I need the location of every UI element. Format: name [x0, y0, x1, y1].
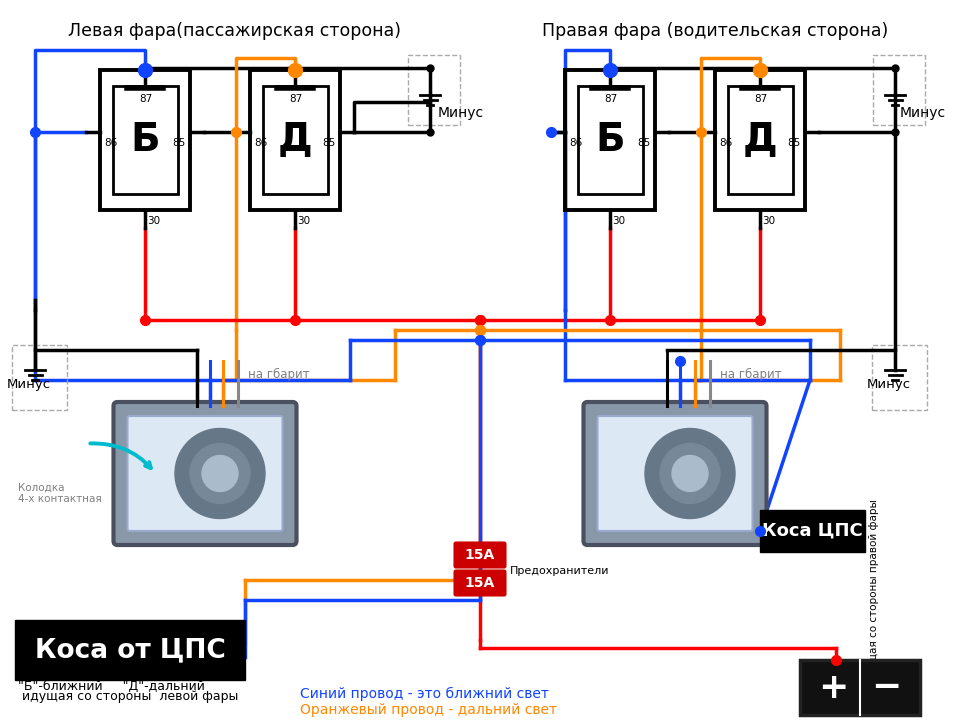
Text: на гбарит: на гбарит [720, 367, 781, 381]
Text: Оранжевый провод - дальний свет: Оранжевый провод - дальний свет [300, 703, 557, 717]
Text: 87: 87 [139, 94, 153, 104]
Circle shape [202, 456, 238, 492]
Bar [15, 620, 245, 680]
Text: идущая со стороны правой фары: идущая со стороны правой фары [869, 499, 879, 683]
Text: 86: 86 [569, 138, 583, 148]
Circle shape [672, 456, 708, 492]
Text: Колодка
4-х контактная: Колодка 4-х контактная [18, 482, 102, 504]
Text: Предохранители: Предохранители [510, 566, 610, 576]
FancyBboxPatch shape [454, 542, 506, 567]
Circle shape [190, 444, 250, 503]
Text: 87: 87 [604, 94, 617, 104]
Text: 15А: 15А [465, 576, 495, 590]
Text: Д: Д [277, 121, 312, 159]
Text: Минус: Минус [438, 106, 484, 120]
Text: Коса от ЦПС: Коса от ЦПС [35, 637, 226, 663]
Bar [565, 70, 655, 210]
Text: 86: 86 [254, 138, 267, 148]
Text: 30: 30 [762, 216, 775, 226]
FancyBboxPatch shape [113, 402, 297, 545]
Bar [715, 70, 805, 210]
Bar [250, 70, 340, 210]
Text: "Б"-ближний     "Д"-дальний: "Б"-ближний "Д"-дальний [18, 680, 204, 693]
Bar [800, 660, 920, 715]
Text: 86: 86 [719, 138, 732, 148]
Text: Правая фара (водительская сторона): Правая фара (водительская сторона) [541, 22, 888, 40]
Text: 85: 85 [172, 138, 185, 148]
Bar [408, 55, 460, 125]
Text: 85: 85 [322, 138, 335, 148]
Text: Минус: Минус [7, 378, 51, 391]
Text: на гбарит: на гбарит [248, 367, 310, 381]
Bar [112, 86, 178, 194]
Text: 30: 30 [612, 216, 625, 226]
FancyBboxPatch shape [128, 416, 282, 531]
Bar [872, 345, 927, 410]
Bar [100, 70, 190, 210]
Text: −: − [872, 670, 901, 704]
Text: 85: 85 [637, 138, 650, 148]
Bar [12, 345, 67, 410]
Text: 86: 86 [104, 138, 117, 148]
Text: Левая фара(пассажирская сторона): Левая фара(пассажирская сторона) [68, 22, 401, 40]
Text: +: + [819, 670, 849, 704]
Text: Коса ЦПС: Коса ЦПС [762, 522, 863, 540]
FancyBboxPatch shape [597, 416, 753, 531]
Circle shape [645, 428, 735, 518]
FancyBboxPatch shape [454, 570, 506, 595]
Bar [728, 86, 793, 194]
Bar [262, 86, 327, 194]
Bar [873, 55, 925, 125]
Bar [578, 86, 642, 194]
Text: Б: Б [595, 121, 625, 159]
Text: Б: Б [131, 121, 159, 159]
FancyBboxPatch shape [584, 402, 766, 545]
Text: Д: Д [743, 121, 778, 159]
Text: 87: 87 [289, 94, 302, 104]
Circle shape [175, 428, 265, 518]
Text: 85: 85 [787, 138, 801, 148]
Text: 30: 30 [297, 216, 310, 226]
Text: 87: 87 [754, 94, 767, 104]
Text: Минус: Минус [867, 378, 911, 391]
Text: Минус: Минус [900, 106, 947, 120]
Circle shape [660, 444, 720, 503]
Text: Синий провод - это ближний свет: Синий провод - это ближний свет [300, 687, 549, 701]
Bar [760, 510, 865, 552]
Text: идущая со стороны  левой фары: идущая со стороны левой фары [22, 690, 238, 703]
Text: 15А: 15А [465, 548, 495, 562]
Text: 30: 30 [147, 216, 160, 226]
